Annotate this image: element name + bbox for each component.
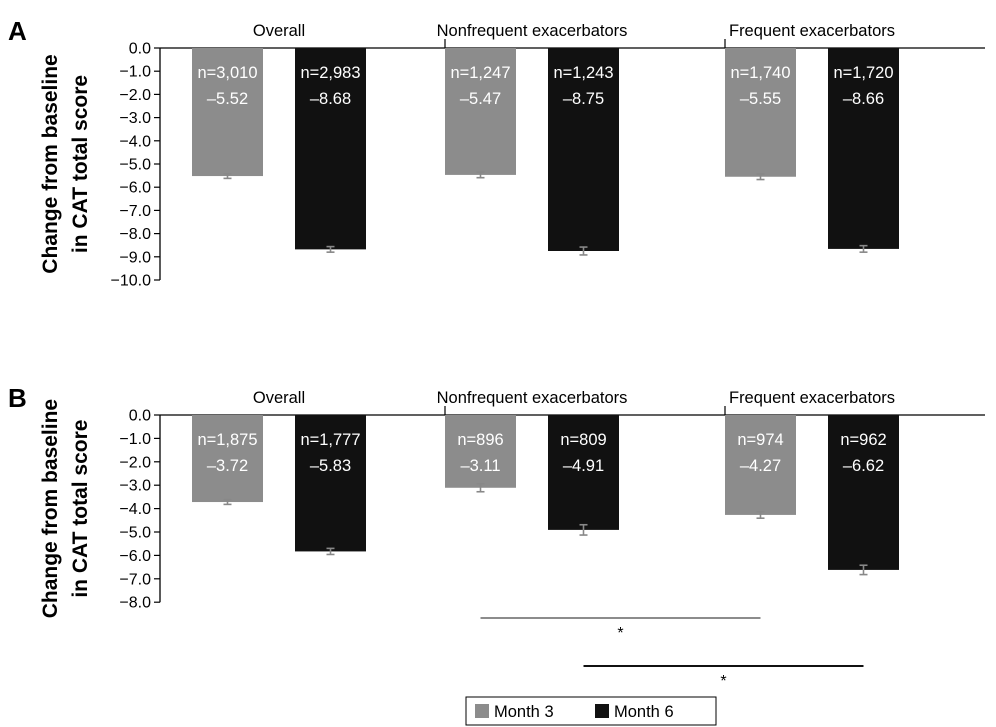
bar-n-label: n=1,777: [300, 431, 360, 449]
bar-value-label: –4.27: [740, 457, 781, 475]
category-label: Nonfrequent exacerbators: [437, 22, 628, 40]
y-tick-label: −10.0: [111, 273, 152, 290]
bar-value-label: –6.62: [843, 457, 884, 475]
y-tick-label: −4.0: [119, 501, 151, 518]
category-label: Nonfrequent exacerbators: [437, 389, 628, 407]
y-axis-label-line2: in CAT total score: [69, 420, 92, 598]
y-axis-label-line2: in CAT total score: [69, 75, 92, 253]
y-tick-label: −4.0: [119, 133, 151, 150]
panel-letter: B: [8, 383, 27, 413]
category-label: Frequent exacerbators: [729, 389, 895, 407]
y-tick-label: −1.0: [119, 64, 151, 81]
bar-value-label: –8.66: [843, 90, 884, 108]
bar-month3: [192, 48, 263, 177]
bar-n-label: n=1,247: [450, 64, 510, 82]
y-tick-label: 0.0: [129, 408, 151, 425]
bar-value-label: –8.75: [563, 90, 604, 108]
bar-n-label: n=896: [457, 431, 503, 449]
bar-month6: [295, 415, 366, 552]
bar-n-label: n=1,875: [197, 431, 257, 449]
y-tick-label: 0.0: [129, 41, 151, 58]
y-tick-label: −3.0: [119, 478, 151, 495]
y-tick-label: −6.0: [119, 548, 151, 565]
y-tick-label: −2.0: [119, 454, 151, 471]
category-label: Overall: [253, 389, 305, 407]
category-label: Overall: [253, 22, 305, 40]
y-tick-label: −9.0: [119, 249, 151, 266]
bar-month3: [445, 415, 516, 488]
legend-box: [465, 696, 717, 726]
legend-swatch-month6: [595, 704, 609, 718]
bar-n-label: n=962: [840, 431, 886, 449]
y-tick-label: −2.0: [119, 87, 151, 104]
bar-n-label: n=1,720: [833, 64, 893, 82]
bar-n-label: n=3,010: [197, 64, 257, 82]
bar-value-label: –5.83: [310, 457, 351, 475]
bar-month6: [548, 48, 619, 251]
panel-letter: A: [8, 16, 27, 46]
y-tick-label: −7.0: [119, 203, 151, 220]
bar-month3: [445, 48, 516, 175]
bar-value-label: –4.91: [563, 457, 604, 475]
bar-month6: [828, 415, 899, 570]
panel-a: A Change from baseline in CAT total score 0…: [8, 16, 985, 290]
y-tick-label: −8.0: [119, 595, 151, 612]
y-tick-label: −3.0: [119, 110, 151, 127]
bar-month6: [828, 48, 899, 249]
panel-b: B Change from baseline in CAT total score 0…: [8, 383, 985, 690]
bar-value-label: –3.72: [207, 457, 248, 475]
y-tick-label: −1.0: [119, 431, 151, 448]
bar-value-label: –5.55: [740, 90, 781, 108]
y-tick-label: −6.0: [119, 180, 151, 197]
bar-month3: [725, 415, 796, 515]
bar-n-label: n=2,983: [300, 64, 360, 82]
y-axis-label-line1: Change from baseline: [39, 54, 62, 273]
bar-month3: [192, 415, 263, 503]
y-tick-label: −8.0: [119, 226, 151, 243]
legend-label-month6: Month 6: [614, 703, 674, 721]
bar-value-label: –3.11: [460, 457, 500, 475]
significance-marker: *: [617, 625, 623, 642]
bar-n-label: n=809: [560, 431, 606, 449]
bar-month6: [548, 415, 619, 530]
legend-label-month3: Month 3: [494, 703, 554, 721]
bar-value-label: –8.68: [310, 90, 351, 108]
bar-month3: [725, 48, 796, 177]
category-label: Frequent exacerbators: [729, 22, 895, 40]
y-tick-label: −5.0: [119, 157, 151, 174]
y-axis-label-line1: Change from baseline: [39, 399, 62, 618]
bar-month6: [295, 48, 366, 250]
bar-value-label: –5.47: [460, 90, 501, 108]
bar-value-label: –5.52: [207, 90, 248, 108]
bar-n-label: n=1,243: [553, 64, 613, 82]
bar-n-label: n=1,740: [730, 64, 790, 82]
y-tick-label: −5.0: [119, 525, 151, 542]
significance-marker: *: [720, 673, 726, 690]
legend: Month 3 Month 6: [465, 696, 717, 726]
y-tick-label: −7.0: [119, 571, 151, 588]
legend-swatch-month3: [475, 704, 489, 718]
bar-n-label: n=974: [737, 431, 783, 449]
